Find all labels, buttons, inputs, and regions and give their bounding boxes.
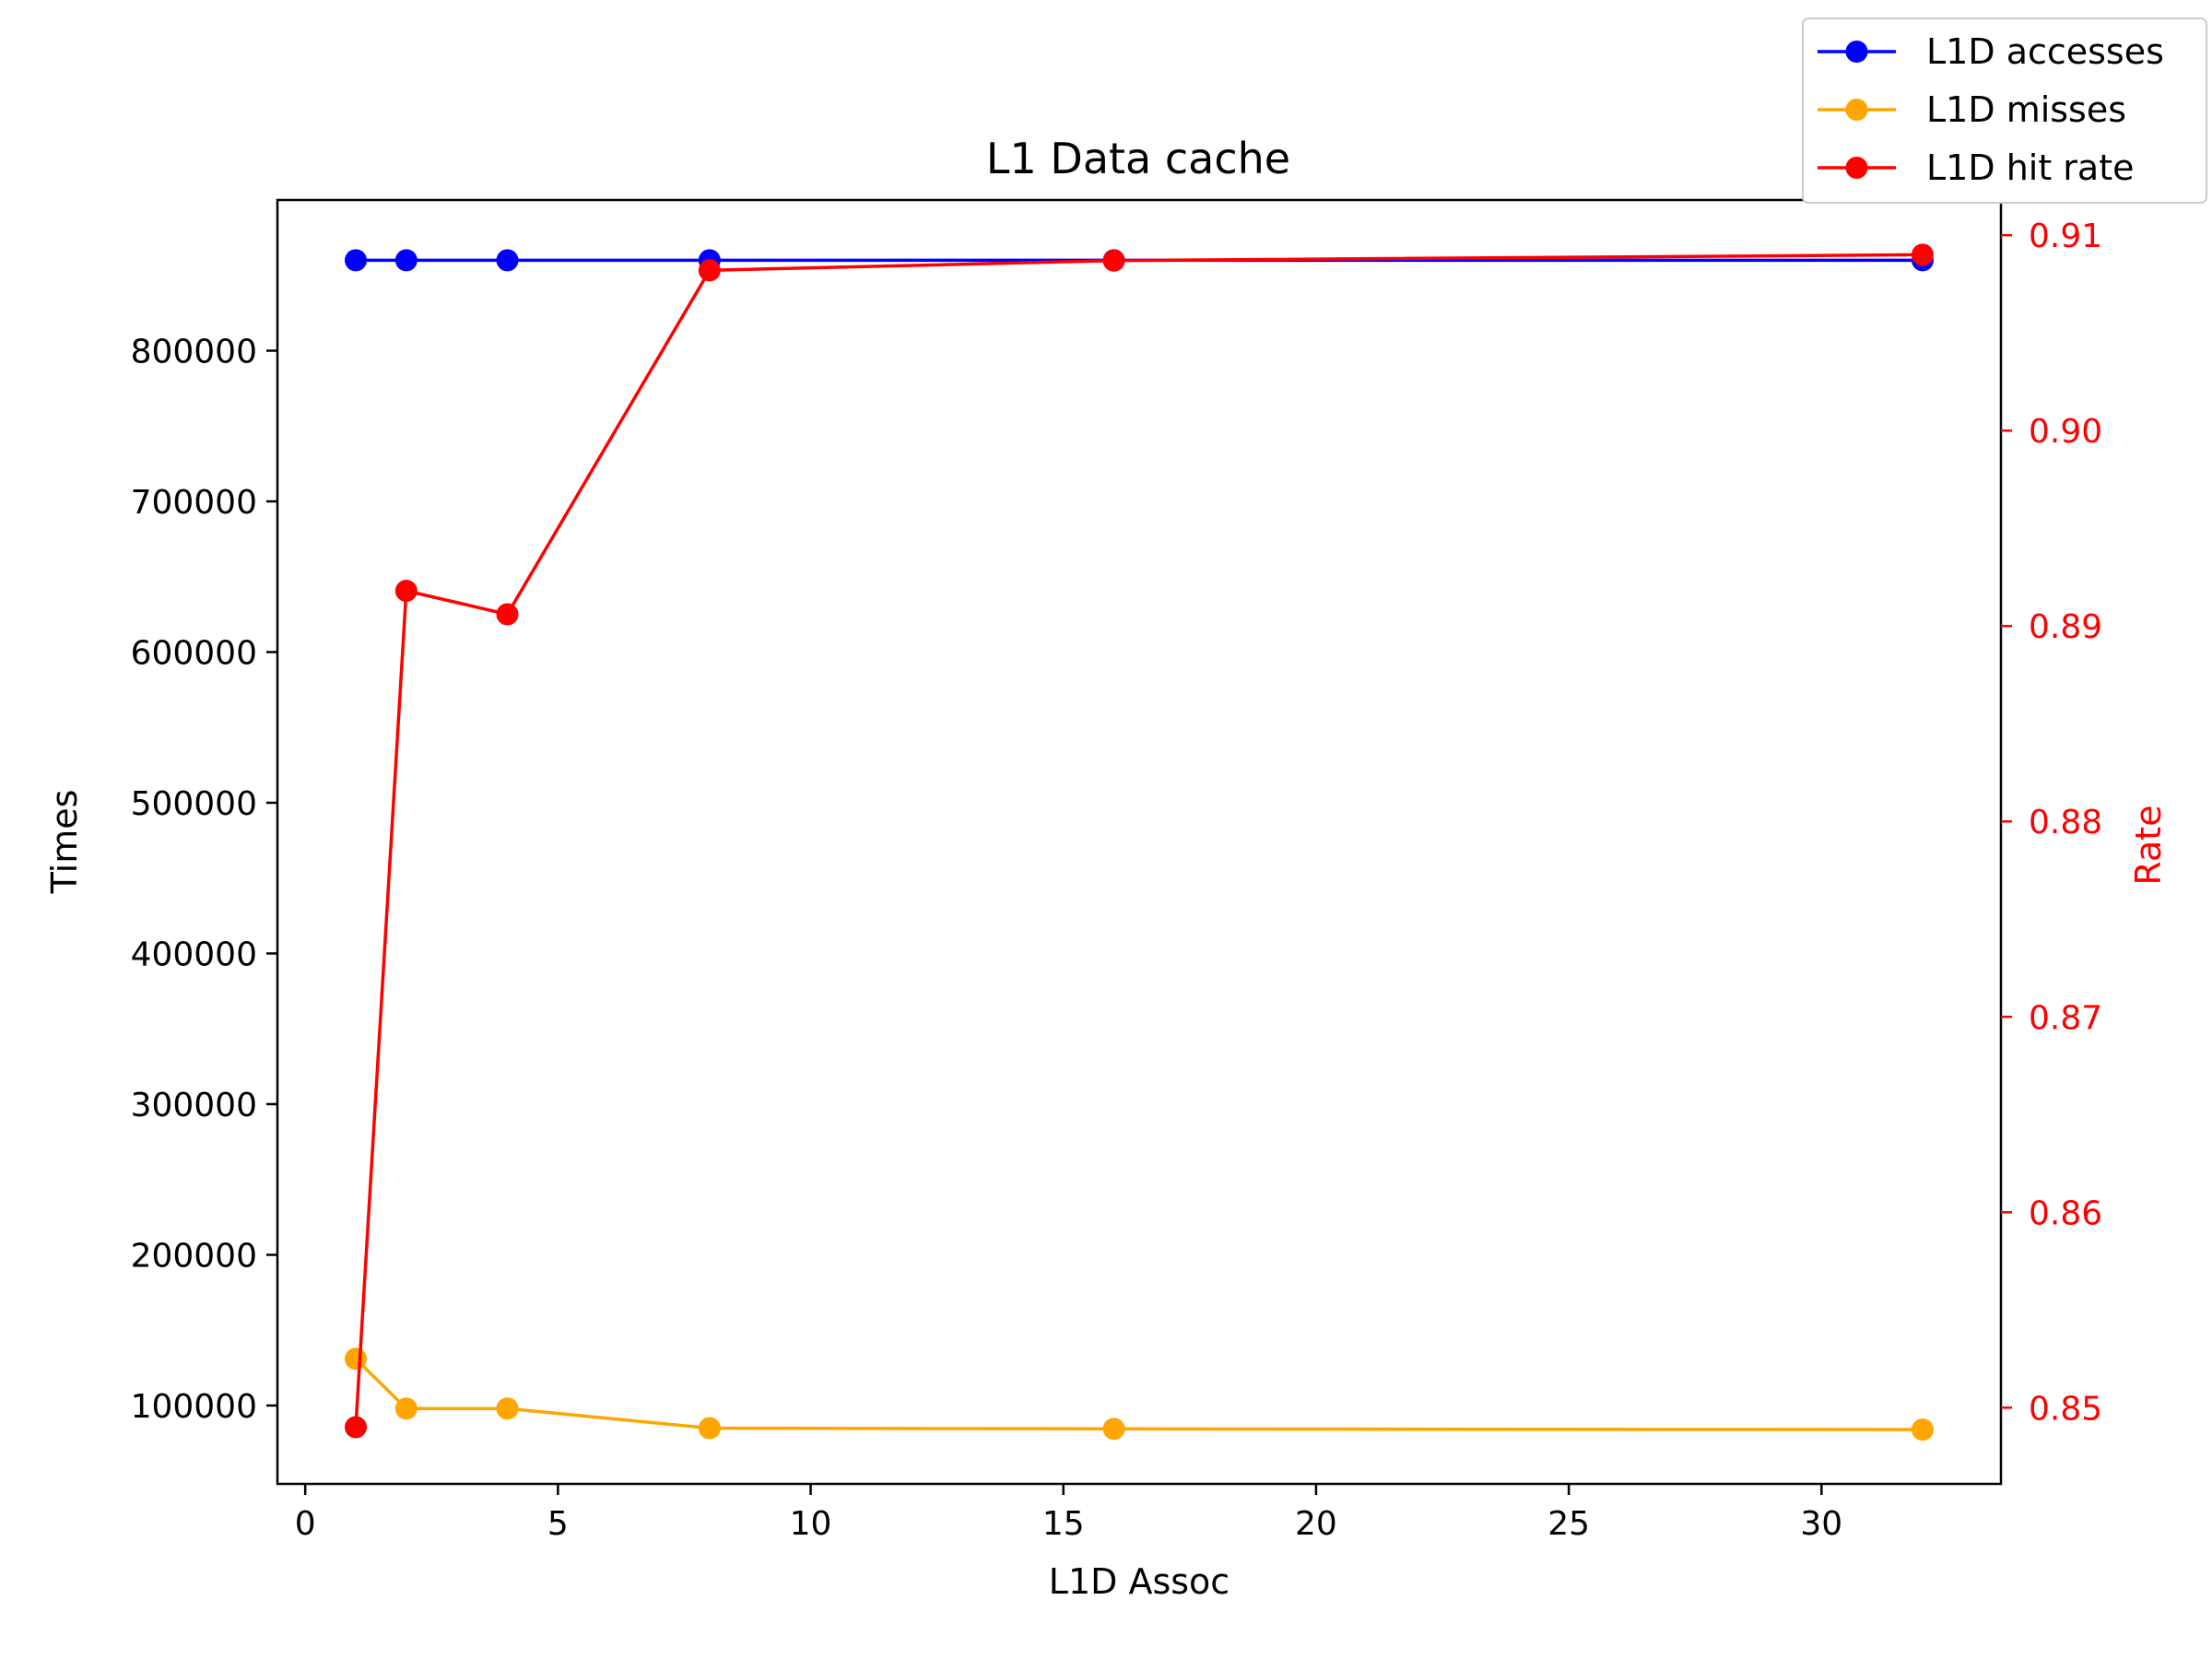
y-tick-label-right: 0.91	[2029, 218, 2102, 255]
data-point	[1912, 243, 1934, 266]
y-tick-label-left: 500000	[131, 785, 257, 823]
legend-marker	[1845, 99, 1868, 121]
y-tick-label-right: 0.87	[2029, 999, 2102, 1037]
data-point	[1102, 1418, 1125, 1441]
data-point	[345, 249, 367, 272]
data-point	[698, 259, 721, 282]
plot-area	[345, 243, 1934, 1441]
x-tick-label: 20	[1295, 1505, 1337, 1543]
y-tick-label-left: 600000	[131, 634, 257, 672]
x-tick-label: 25	[1547, 1505, 1590, 1543]
y-tick-label-left: 400000	[131, 935, 257, 973]
data-point	[345, 1416, 367, 1439]
data-point	[345, 1347, 367, 1371]
x-tick-label: 30	[1800, 1505, 1842, 1543]
data-point	[496, 1397, 519, 1420]
y-tick-label-right: 0.89	[2029, 608, 2102, 646]
y-tick-label-left: 300000	[131, 1087, 257, 1124]
x-tick-label: 15	[1042, 1505, 1085, 1543]
x-axis-label: L1D Assoc	[1049, 1561, 1230, 1602]
data-point	[394, 1397, 418, 1420]
legend-label: L1D accesses	[1926, 31, 2164, 72]
x-tick-label: 0	[295, 1505, 316, 1543]
legend: L1D accesses L1D misses L1D hit rate	[1802, 18, 2207, 204]
y-tick-label-left: 800000	[131, 333, 257, 371]
y-tick-label-right: 0.85	[2029, 1390, 2102, 1428]
series-line-2	[354, 253, 1924, 1428]
data-point	[394, 580, 418, 603]
data-point	[698, 1417, 721, 1440]
data-point	[496, 603, 519, 626]
y-tick-label-left: 700000	[131, 484, 257, 522]
chart-title: L1 Data cache	[986, 134, 1290, 183]
y-tick-label-left: 100000	[131, 1388, 257, 1426]
plot-frame	[276, 198, 2003, 1486]
x-tick-label: 5	[547, 1505, 569, 1543]
y-axis-left-label: Times	[44, 790, 85, 895]
legend-frame	[1802, 18, 2207, 204]
series-line-1	[354, 1358, 1924, 1431]
y-tick-label-left: 200000	[131, 1237, 257, 1275]
data-point	[1102, 249, 1125, 272]
data-point	[394, 249, 418, 272]
y-tick-label-right: 0.88	[2029, 804, 2102, 841]
data-point	[1912, 1418, 1934, 1441]
data-point	[496, 249, 519, 272]
legend-label: L1D hit rate	[1926, 147, 2135, 188]
legend-label: L1D misses	[1926, 89, 2126, 130]
y-tick-label-right: 0.86	[2029, 1194, 2102, 1232]
y-tick-label-right: 0.90	[2029, 413, 2102, 451]
legend-marker	[1845, 157, 1868, 179]
axes: 0 5 10 15 20 25 30 100000 200000 300000 400000 5000…	[131, 198, 2102, 1543]
legend-marker	[1845, 41, 1868, 63]
y-axis-right-label: Rate	[2128, 805, 2169, 885]
x-tick-label: 10	[790, 1505, 832, 1543]
